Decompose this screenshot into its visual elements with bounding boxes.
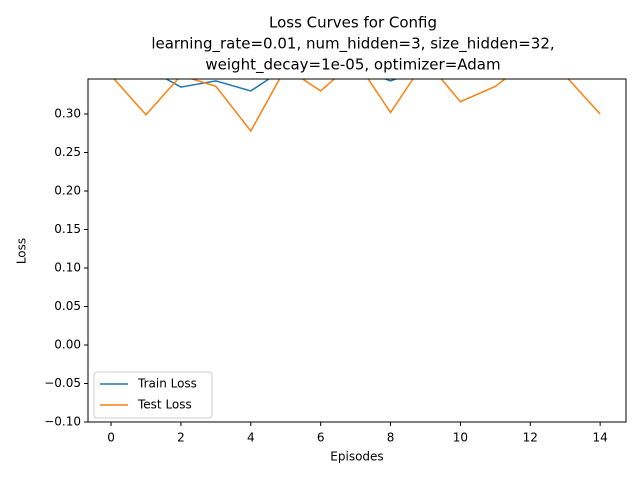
x-tick-label: 4: [247, 431, 255, 445]
x-tick-label: 14: [593, 431, 608, 445]
x-tick-label: 6: [317, 431, 325, 445]
y-tick-label: 0.00: [54, 338, 81, 352]
y-tick-label: 0.10: [54, 261, 81, 275]
y-tick-label: −0.05: [44, 376, 81, 390]
x-tick-label: 12: [523, 431, 538, 445]
x-tick-label: 2: [177, 431, 185, 445]
legend-label: Train Loss: [137, 377, 197, 391]
axes-frame: [87, 78, 627, 423]
y-tick-label: 0.30: [54, 107, 81, 121]
x-tick-label: 0: [107, 431, 115, 445]
line: [164, 79, 398, 92]
chart-title: weight_decay=1e-05, optimizer=Adam: [205, 56, 500, 75]
chart-title: Loss Curves for Config: [269, 14, 437, 32]
x-tick-label: 8: [387, 431, 395, 445]
y-tick-label: 0.25: [54, 145, 81, 159]
legend-label: Test Loss: [137, 398, 192, 412]
y-axis-label: Loss: [15, 238, 29, 264]
chart-title: learning_rate=0.01, num_hidden=3, size_h…: [151, 35, 554, 54]
y-tick-label: 0.20: [54, 184, 81, 198]
y-tick-label: 0.05: [54, 299, 81, 313]
x-axis-label: Episodes: [330, 450, 383, 464]
x-tick-label: 10: [453, 431, 468, 445]
y-tick-label: −0.10: [44, 415, 81, 429]
y-tick-label: 0.15: [54, 222, 81, 236]
